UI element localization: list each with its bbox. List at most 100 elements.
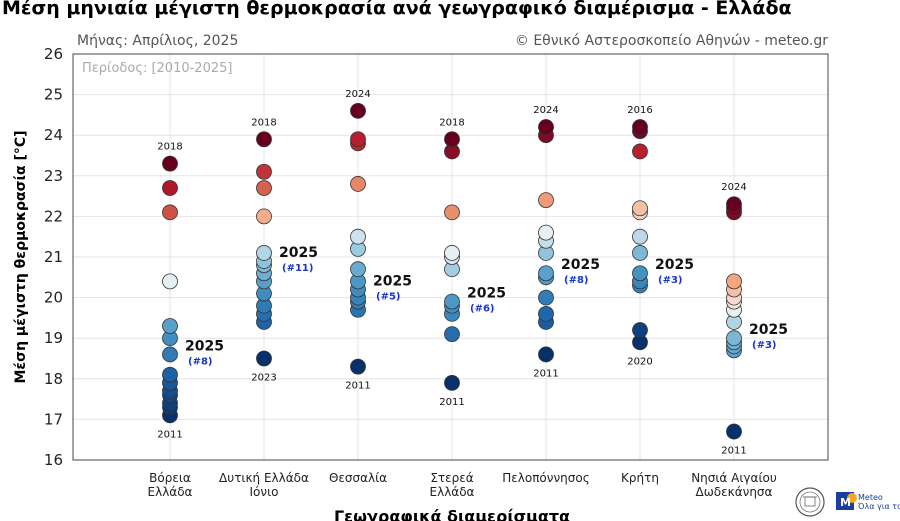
data-point: [726, 330, 742, 347]
meteo-logo: M Meteo Όλα για τον καιρό: [836, 492, 900, 511]
data-point: [162, 204, 178, 221]
max-year-label: 2016: [627, 105, 652, 116]
max-year-label: 2018: [251, 117, 276, 128]
y-tick-label: 26: [44, 45, 63, 63]
data-point: [632, 245, 648, 261]
x-axis-label: Γεωγραφικά διαμερίσματα: [334, 507, 570, 521]
plot-frame: [72, 53, 829, 461]
meteo-logo-text: Meteo: [858, 493, 883, 502]
current-year-label: 2025: [279, 245, 318, 261]
current-rank-label: (#5): [376, 291, 400, 302]
data-point: [444, 326, 460, 343]
max-year-label: 2018: [157, 142, 182, 153]
x-tick-label: Κρήτη: [621, 471, 659, 485]
meteo-logo-tagline: Όλα για τον καιρό: [857, 501, 900, 511]
y-axis-label: Μέση μέγιστη θερμοκρασία [°C]: [13, 130, 29, 383]
data-point: [256, 131, 272, 148]
data-point: [444, 374, 460, 391]
x-tick-label: Δυτική Ελλάδα: [219, 471, 309, 485]
data-point: [444, 245, 460, 261]
current-rank-label: (#3): [752, 340, 776, 351]
data-point: [256, 208, 272, 225]
data-point: [350, 102, 366, 119]
current-rank-label: (#6): [470, 304, 494, 315]
credit-label: © Εθνικό Αστεροσκοπείο Αθηνών - meteo.gr: [515, 33, 828, 49]
y-tick-label: 25: [44, 86, 63, 104]
x-tick-label: Πελοπόννησος: [502, 471, 590, 485]
current-year-label: 2025: [749, 322, 788, 338]
y-tick-label: 22: [44, 207, 63, 225]
data-point: [444, 204, 460, 221]
data-point: [632, 322, 648, 338]
data-point: [538, 289, 554, 306]
data-point: [256, 245, 272, 261]
month-label: Μήνας: Απρίλιος, 2025: [77, 33, 238, 49]
x-tick-label: Θεσσαλία: [329, 471, 387, 485]
data-point: [538, 346, 554, 363]
min-year-label: 2023: [251, 373, 276, 384]
data-point: [256, 163, 272, 180]
min-year-label: 2011: [157, 429, 182, 440]
data-point: [444, 131, 460, 148]
current-rank-label: (#3): [658, 275, 682, 286]
x-tick-label: Ελλάδα: [148, 485, 193, 499]
data-point: [350, 131, 366, 148]
data-point: [350, 358, 366, 375]
data-point: [632, 143, 648, 160]
x-tick-label: Στερεά: [430, 471, 473, 485]
current-year-label: 2025: [185, 338, 224, 354]
data-point: [444, 293, 460, 310]
data-point: [538, 265, 554, 282]
y-tick-label: 21: [44, 248, 63, 266]
y-tick-label: 19: [44, 329, 63, 347]
y-tick-label: 24: [44, 126, 63, 144]
current-year-label: 2025: [561, 257, 600, 273]
data-point: [632, 228, 648, 245]
y-axis-ticks: 16 17 18 19 20 21 22 23 24 25 26: [44, 45, 63, 469]
min-year-label: 2011: [345, 381, 370, 392]
data-point: [162, 346, 178, 363]
data-point: [538, 224, 554, 241]
data-point: [162, 155, 178, 172]
data-point: [726, 196, 742, 213]
data-point: [632, 265, 648, 282]
period-label: Περίοδος: [2010-2025]: [82, 61, 232, 76]
data-point: [256, 180, 272, 196]
data-point: [162, 366, 178, 383]
data-points: [162, 102, 742, 440]
data-point: [538, 192, 554, 209]
svg-text:M: M: [840, 496, 851, 509]
data-point: [162, 180, 178, 196]
annotations: 2018 2011 2025 (#8) 2018 2023 2025 (#11) 2024 201…: [157, 89, 788, 457]
data-point: [538, 305, 554, 322]
y-tick-label: 16: [44, 451, 63, 469]
current-year-label: 2025: [655, 257, 694, 273]
max-year-label: 2024: [533, 105, 558, 116]
data-point: [726, 273, 742, 290]
max-year-label: 2024: [345, 89, 370, 100]
x-tick-label: Νησιά Αιγαίου: [691, 471, 777, 485]
y-tick-label: 17: [44, 410, 63, 428]
data-point: [350, 228, 366, 245]
noa-seal-icon: [795, 487, 825, 517]
current-year-label: 2025: [373, 273, 412, 289]
current-rank-label: (#8): [564, 275, 588, 286]
data-point: [726, 423, 742, 440]
current-rank-label: (#8): [188, 356, 212, 367]
min-year-label: 2020: [627, 356, 652, 367]
y-tick-label: 23: [44, 167, 63, 185]
min-year-label: 2011: [533, 368, 558, 379]
max-year-label: 2018: [439, 117, 464, 128]
data-point: [162, 318, 178, 334]
max-year-label: 2024: [721, 182, 746, 193]
x-tick-label: Ελλάδα: [430, 485, 475, 499]
chart-title: Μέση μηνιαία μέγιστη θερμοκρασία ανά γεω…: [2, 0, 792, 19]
data-point: [538, 119, 554, 135]
data-point: [632, 119, 648, 135]
y-tick-label: 18: [44, 370, 63, 388]
current-year-label: 2025: [467, 286, 506, 302]
data-point: [350, 261, 366, 278]
data-point: [162, 273, 178, 290]
